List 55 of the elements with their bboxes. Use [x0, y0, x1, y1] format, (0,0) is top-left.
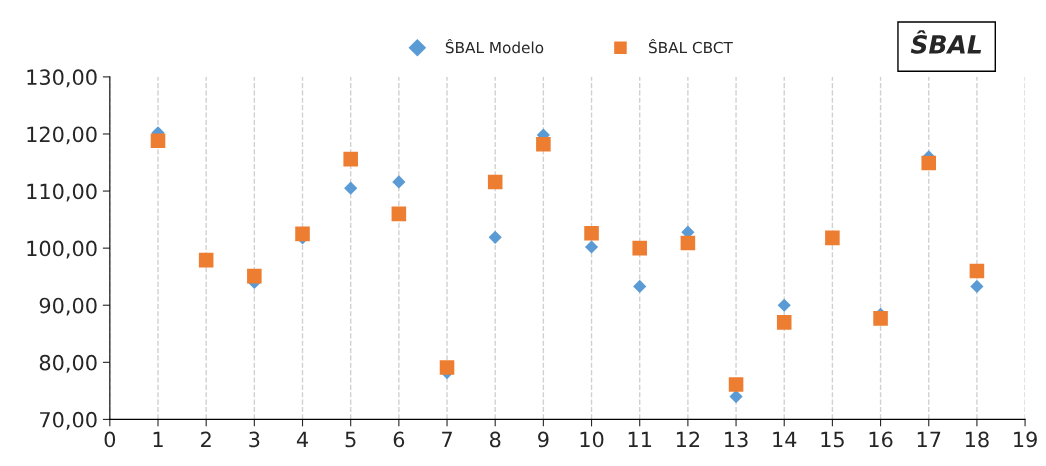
x-tick-label: 5 [345, 431, 356, 448]
x-tick-label: 3 [249, 431, 260, 448]
legend-label: ŜBAL CBCT [648, 38, 733, 54]
point [150, 133, 166, 149]
point [439, 360, 455, 375]
point [487, 174, 503, 190]
x-tick-label: 15 [821, 431, 844, 448]
x-tick-label: 11 [628, 431, 652, 448]
x-tick-label: 1 [153, 431, 163, 448]
point [392, 175, 406, 189]
x-tick-label: 2 [201, 431, 211, 448]
point [343, 151, 358, 167]
point [969, 263, 985, 279]
point [970, 279, 984, 293]
x-tick-label: 6 [393, 431, 405, 448]
point [729, 389, 743, 404]
point [632, 240, 647, 256]
y-tick-label: 130,00 [27, 69, 97, 88]
x-tick-label: 9 [538, 431, 549, 448]
point [536, 136, 551, 152]
point [776, 315, 792, 330]
point [921, 155, 937, 171]
x-tick-label: 16 [869, 431, 893, 448]
point [728, 377, 744, 392]
chart-title: ŜBAL [910, 30, 982, 54]
y-tick-label: 70,00 [40, 411, 97, 430]
point [488, 230, 502, 244]
y-tick-label: 90,00 [39, 297, 97, 316]
point [584, 240, 599, 254]
point [873, 311, 888, 326]
point [777, 298, 791, 312]
x-tick-label: 17 [917, 431, 941, 448]
x-tick-label: 0 [104, 431, 116, 448]
point [198, 252, 214, 268]
x-tick-label: 12 [676, 431, 700, 448]
point [391, 206, 407, 222]
x-tick-label: 19 [1014, 431, 1037, 448]
point [680, 235, 696, 251]
y-tick-label: 120,00 [27, 126, 97, 145]
x-tick-label: 10 [580, 431, 604, 448]
x-tick-label: 7 [442, 431, 452, 448]
point [344, 181, 358, 195]
legend-label: ŜBAL Modelo [445, 38, 544, 54]
x-tick-label: 18 [965, 431, 989, 448]
x-tick-label: 14 [773, 431, 797, 448]
x-tick-label: 4 [296, 431, 308, 448]
y-tick-label: 100,00 [27, 240, 97, 259]
x-tick-label: 13 [725, 431, 748, 448]
y-tick-label: 110,00 [27, 183, 97, 202]
point [633, 279, 647, 293]
y-tick-label: 80,00 [39, 354, 97, 373]
x-tick-label: 8 [489, 431, 501, 448]
point [584, 226, 599, 241]
point [247, 268, 262, 284]
point [825, 230, 840, 246]
